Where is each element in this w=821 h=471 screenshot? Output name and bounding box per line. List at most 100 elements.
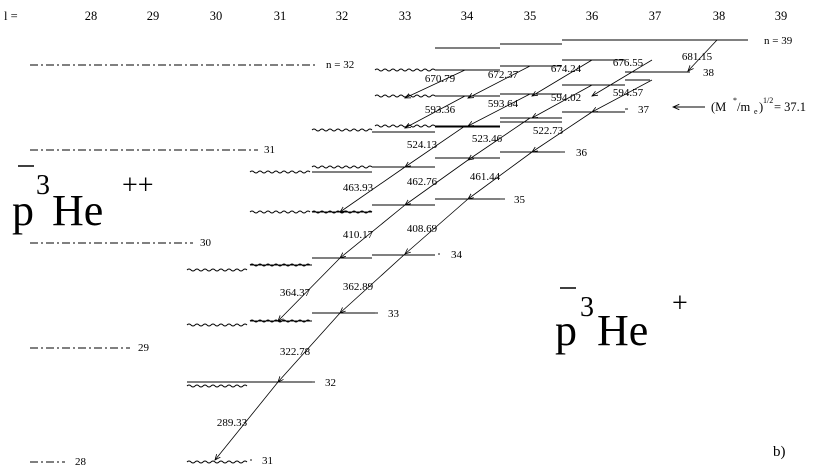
left-level-labels: n = 32 31 30 29 28 — [75, 59, 354, 468]
annotation-star: * — [733, 96, 737, 105]
wavy-level — [249, 170, 311, 174]
transition-arrow — [405, 125, 466, 167]
left-level-label: 30 — [200, 237, 212, 249]
l-value-30: 30 — [210, 9, 223, 23]
transition-energy-label: 594.02 — [551, 92, 581, 104]
wavy-level — [186, 384, 248, 388]
transition-energy-label: 462.76 — [407, 176, 438, 188]
species-left-charge: ++ — [122, 170, 154, 201]
transition-energy-label: 289.33 — [217, 417, 248, 429]
species-right-mass: 3 — [580, 292, 594, 323]
wavy-level — [374, 68, 436, 72]
transition-energy-label: 674.24 — [551, 63, 582, 75]
transition-arrow — [468, 151, 533, 199]
transition-energy-label: 593.64 — [488, 98, 519, 110]
transition-arrow — [405, 198, 469, 254]
right-level-label: 32 — [325, 377, 336, 389]
left-level-label: 28 — [75, 456, 87, 468]
annotation-sub: e — [754, 107, 758, 116]
transition-energy-label: 676.55 — [613, 57, 644, 69]
wavy-level — [186, 460, 248, 464]
transition-arrow — [278, 257, 341, 321]
transition-arrow — [405, 69, 466, 98]
left-level-label: 31 — [264, 144, 275, 156]
l-axis-header: l = 28 29 30 31 32 33 34 35 36 37 38 39 — [4, 9, 787, 23]
transition-energy-label: 463.93 — [343, 182, 374, 194]
l-value-33: 33 — [399, 9, 412, 23]
species-right-p: p — [555, 306, 577, 355]
transition-arrow — [215, 381, 279, 460]
left-levels — [30, 64, 318, 463]
l-value-29: 29 — [147, 9, 160, 23]
transition-energy-label: 362.89 — [343, 281, 374, 293]
right-level-label: 31 — [262, 455, 273, 467]
wavy-levels — [186, 68, 436, 464]
annotation-mid: /m — [737, 100, 750, 114]
l-value-28: 28 — [85, 9, 98, 23]
annotation-prefix: (M — [711, 100, 726, 114]
transition-arrow — [405, 159, 469, 205]
transition-arrow — [340, 166, 406, 212]
wavy-level — [311, 165, 373, 169]
transition-energy-label: 522.73 — [533, 125, 564, 137]
transition-energy-label: 593.36 — [425, 104, 456, 116]
transition-energy-label: 524.13 — [407, 139, 438, 151]
transition-energy-label: 523.46 — [472, 133, 503, 145]
right-level-label: 33 — [388, 308, 400, 320]
wavy-level — [311, 210, 373, 214]
transition-energy-label: 364.37 — [280, 287, 311, 299]
transition-energy-label: 670.79 — [425, 73, 456, 85]
transition-arrow — [405, 95, 466, 128]
transition-arrow — [592, 59, 653, 96]
annotation-power: 1/2 — [763, 96, 773, 105]
transition-energy-label: 410.17 — [343, 229, 374, 241]
annotation-value: = 37.1 — [774, 100, 806, 114]
right-level-label: 35 — [514, 194, 526, 206]
wavy-level — [311, 128, 373, 132]
transition-arrow — [688, 39, 718, 71]
transition-arrow — [532, 84, 593, 118]
species-label-right: p 3 He + — [555, 287, 688, 355]
transition-arrow — [468, 65, 531, 98]
right-level-label: 38 — [703, 67, 715, 79]
transition-arrow — [532, 59, 593, 96]
l-value-34: 34 — [461, 9, 474, 23]
transition-energy-label: 672.37 — [488, 69, 519, 81]
species-left-mass: 3 — [36, 170, 50, 201]
left-level-label: 29 — [138, 342, 150, 354]
l-value-37: 37 — [649, 9, 662, 23]
right-level-label: 36 — [576, 147, 588, 159]
right-level-label: 37 — [638, 104, 650, 116]
l-prefix: l = — [4, 9, 18, 23]
transition-arrow — [468, 117, 531, 160]
transition-arrow — [278, 312, 341, 382]
transition-energy-label: 322.78 — [280, 346, 311, 358]
wavy-level — [374, 94, 436, 98]
right-level-label: 34 — [451, 249, 463, 261]
species-left-p: p — [12, 186, 34, 235]
right-level-label: n = 39 — [764, 35, 793, 47]
species-right-charge: + — [672, 288, 688, 319]
l-value-39: 39 — [775, 9, 788, 23]
transition-arrow — [340, 204, 406, 258]
wavy-level — [186, 323, 248, 327]
species-left-he: He — [52, 186, 103, 235]
transition-energy-label: 594.57 — [613, 87, 644, 99]
transition-arrow — [340, 253, 406, 313]
l-value-32: 32 — [336, 9, 349, 23]
annotation-close: ) — [759, 100, 763, 114]
l-value-38: 38 — [713, 9, 726, 23]
transition-labels: 681.15 670.79 672.37 674.24 676.55 593.36 593.… — [217, 51, 713, 429]
l-value-31: 31 — [274, 9, 287, 23]
l-value-36: 36 — [586, 9, 599, 23]
left-level-label: n = 32 — [326, 59, 354, 71]
wavy-level — [249, 210, 311, 214]
wavy-level — [249, 263, 311, 267]
transition-energy-label: 681.15 — [682, 51, 713, 63]
species-label-left: p 3 He ++ — [12, 165, 154, 235]
panel-label: b) — [773, 444, 786, 460]
transition-energy-label: 408.69 — [407, 223, 438, 235]
l-value-35: 35 — [524, 9, 537, 23]
solid-levels — [187, 39, 748, 461]
